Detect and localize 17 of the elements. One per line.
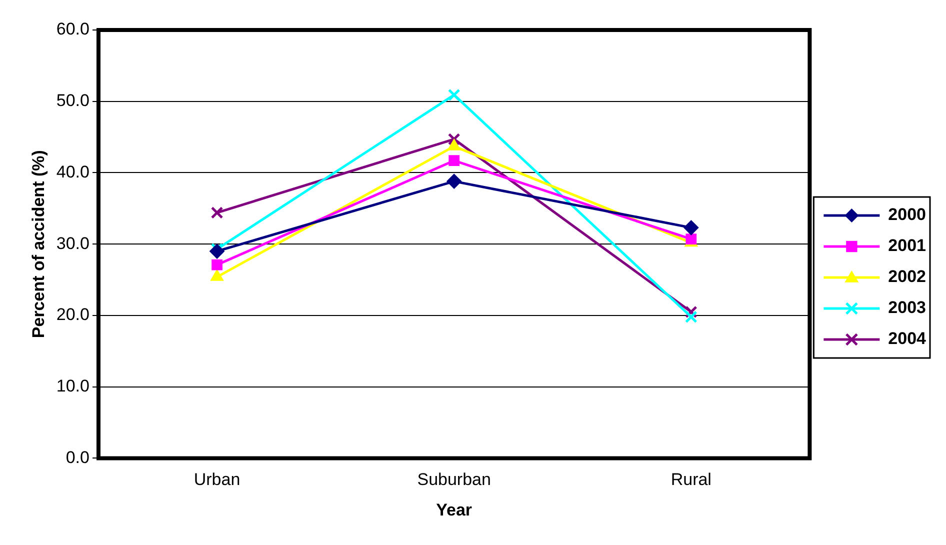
y-tick-label: 10.0 xyxy=(56,376,90,396)
y-axis-title: Percent of accident (%) xyxy=(28,150,48,338)
legend-label: 2000 xyxy=(888,205,926,224)
legend-label: 2002 xyxy=(888,267,926,286)
legend-label: 2003 xyxy=(888,298,926,318)
x-axis-title: Year xyxy=(436,500,472,520)
x-tick-label: Urban xyxy=(194,470,240,490)
x-tick-label: Suburban xyxy=(417,470,491,490)
y-tick-label: 20.0 xyxy=(56,305,90,324)
y-tick-label: 50.0 xyxy=(56,91,90,110)
y-tick-label: 40.0 xyxy=(56,162,90,182)
y-tick-label: 30.0 xyxy=(56,234,90,253)
y-tick-label: 0.0 xyxy=(66,448,90,467)
y-tick-label: 60.0 xyxy=(56,20,90,39)
x-tick-label: Rural xyxy=(670,470,712,490)
legend-label: 2001 xyxy=(888,236,926,256)
legend-label: 2004 xyxy=(888,329,927,348)
